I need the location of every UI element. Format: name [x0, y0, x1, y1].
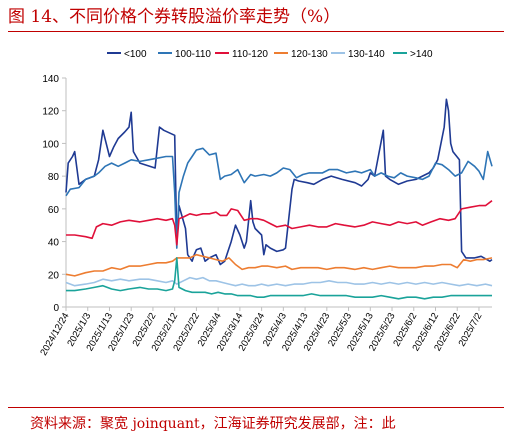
series-line-2 [65, 147, 493, 249]
legend-label: 100-110 [175, 49, 211, 60]
y-tick-label: 0 [53, 303, 59, 314]
plot-area [65, 98, 493, 300]
legend-label: <100 [124, 49, 147, 60]
y-axis: 0 20 40 60 80 100 120 140 [42, 74, 67, 314]
y-tick-label: 140 [42, 74, 59, 85]
y-tick-label: 100 [42, 139, 59, 150]
x-axis: 2024/12/242025/1/32025/1/132025/1/232025… [38, 306, 492, 358]
y-tick-label: 120 [42, 107, 59, 118]
legend-label: 130-140 [348, 49, 385, 60]
chart-legend: <100 100-110 110-120 120-130 130-140 >140 [107, 49, 433, 60]
y-tick-label: 40 [48, 238, 60, 249]
series-line-5 [65, 276, 493, 287]
line-chart: <100 100-110 110-120 120-130 130-140 >140 020… [38, 49, 493, 358]
series-line-4 [65, 253, 493, 277]
series-line-6 [66, 257, 492, 300]
series-line-3 [66, 200, 493, 246]
legend-label: 110-120 [232, 49, 268, 60]
x-tick-label: 2024/12/24 [38, 311, 71, 358]
series-line-1 [65, 98, 493, 266]
y-tick-label: 80 [48, 172, 60, 183]
title-divider [8, 31, 504, 32]
source-note: 资料来源：聚宽 joinquant，江海证券研究发展部，注：此 [30, 416, 396, 432]
y-tick-label: 60 [48, 205, 60, 216]
y-tick-label: 20 [48, 270, 60, 281]
legend-label: >140 [410, 49, 433, 60]
figure-title: 图 14、不同价格个券转股溢价率走势（%） [8, 7, 341, 27]
footer-divider [8, 407, 504, 408]
legend-label: 120-130 [291, 49, 328, 60]
